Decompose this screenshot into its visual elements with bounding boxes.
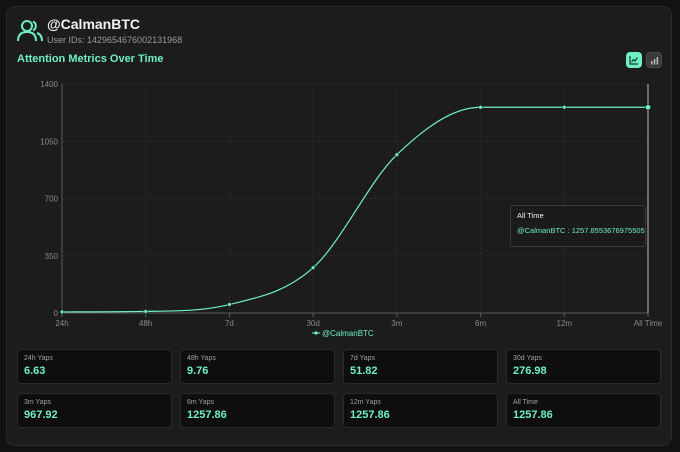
data-point: [227, 302, 232, 307]
x-tick-label: 3m: [391, 319, 402, 328]
data-point: [59, 309, 65, 315]
stat-value: 1257.86: [513, 409, 553, 421]
stat-card-30d: 30d Yaps 276.98: [506, 349, 661, 384]
stat-card-48h: 48h Yaps 9.76: [180, 349, 335, 384]
x-tick-label: 7d: [225, 319, 234, 328]
stat-value: 51.82: [350, 365, 378, 377]
stat-value: 1257.86: [350, 409, 390, 421]
stat-label: 24h Yaps: [24, 355, 53, 362]
stat-label: 48h Yaps: [187, 355, 216, 362]
stat-label: 7d Yaps: [350, 355, 376, 362]
bar-chart-toggle[interactable]: [646, 52, 662, 68]
data-point: [394, 152, 400, 157]
x-tick-label: 30d: [306, 319, 319, 328]
stat-card-6m: 6m Yaps 1257.86: [180, 393, 335, 428]
username: @CalmanBTC: [47, 16, 140, 32]
x-tick-label: 12m: [557, 319, 573, 328]
stat-card-24h: 24h Yaps 6.63: [17, 349, 172, 384]
tooltip-value: @CalmanBTC : 1257.8553676975505: [517, 226, 645, 235]
line-chart: 0 350 700 1050 1400 24h 48h 7d 30d 3m 6m 12m All Tim…: [40, 80, 663, 338]
stat-label: All Time: [513, 399, 538, 406]
line-chart-icon: [629, 56, 638, 65]
chart-tooltip: All Time @CalmanBTC : 1257.8553676975505: [510, 205, 646, 247]
section-title: Attention Metrics Over Time: [17, 53, 164, 65]
stat-label: 6m Yaps: [187, 399, 214, 406]
stat-value: 6.63: [24, 365, 46, 377]
stat-card-12m: 12m Yaps 1257.86: [343, 393, 498, 428]
metrics-card: @CalmanBTC User IDs: 1429654676002131968…: [6, 6, 672, 446]
stat-value: 967.92: [24, 409, 58, 421]
series-line: [61, 106, 648, 313]
x-tick-label: 48h: [139, 319, 152, 328]
stat-card-3m: 3m Yaps 967.92: [17, 393, 172, 428]
stat-value: 1257.86: [187, 409, 227, 421]
bar-chart-icon: [650, 56, 658, 64]
stat-label: 12m Yaps: [350, 399, 381, 406]
tooltip-title: All Time: [517, 211, 544, 220]
x-tick-label: 6m: [475, 319, 486, 328]
legend-swatch-dot: [314, 331, 318, 335]
stat-value: 9.76: [187, 365, 209, 377]
stat-value: 276.98: [513, 365, 547, 377]
x-tick-label: All Time: [634, 319, 663, 328]
legend-label: @CalmanBTC: [322, 329, 374, 338]
line-chart-toggle[interactable]: [626, 52, 642, 68]
y-tick-label: 350: [45, 252, 59, 261]
user-ids: User IDs: 1429654676002131968: [47, 35, 183, 45]
y-tick-label: 1050: [40, 137, 58, 146]
data-point: [143, 309, 148, 314]
data-point: [310, 265, 316, 270]
y-tick-label: 0: [54, 309, 59, 318]
data-point: [645, 104, 651, 111]
users-icon: [17, 20, 43, 42]
x-tick-label: 24h: [55, 319, 68, 328]
stat-card-all-time: All Time 1257.86: [506, 393, 661, 428]
stat-label: 30d Yaps: [513, 355, 542, 362]
data-point: [562, 105, 567, 110]
data-point: [478, 105, 483, 110]
stat-label: 3m Yaps: [24, 399, 51, 406]
stat-card-7d: 7d Yaps 51.82: [343, 349, 498, 384]
y-tick-label: 700: [45, 195, 59, 204]
y-tick-label: 1400: [40, 80, 58, 89]
